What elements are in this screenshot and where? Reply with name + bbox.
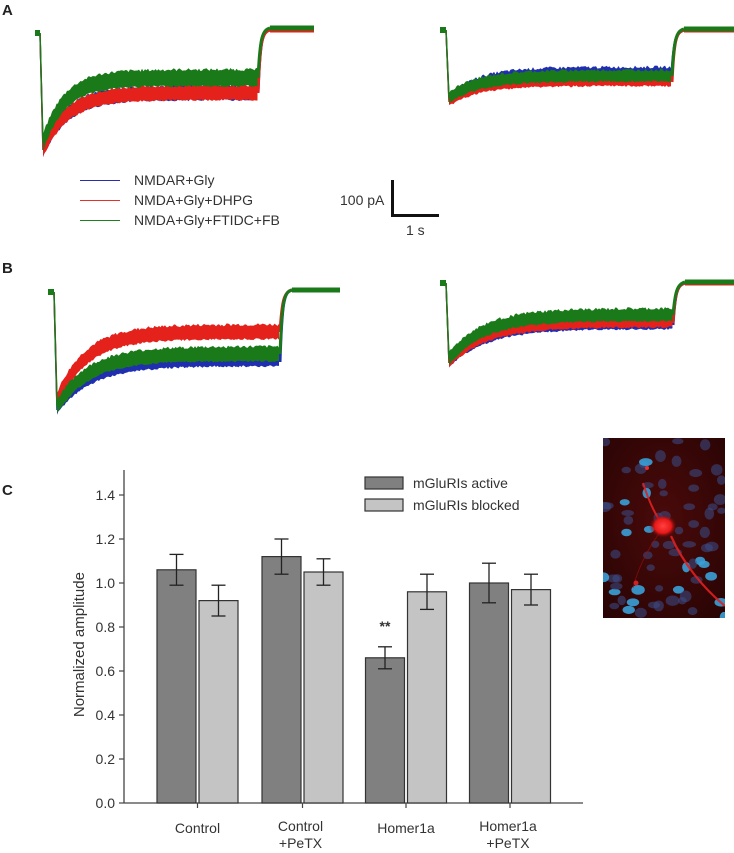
legend-label: NMDA+Gly+FTIDC+FB	[134, 212, 280, 228]
trace-b-left	[48, 287, 340, 415]
trace-b-right	[440, 279, 734, 368]
bar-blocked	[303, 571, 344, 804]
trace-green	[440, 26, 734, 104]
bar-blocked	[510, 589, 552, 804]
trace-a-right	[440, 26, 734, 105]
legend-swatch	[364, 498, 404, 512]
bar-active	[468, 582, 510, 804]
legend-item-nmda-gly-dhpg: NMDA+Gly+DHPG	[80, 190, 280, 210]
legend-item-nmda-gly-ftidc-fb: NMDA+Gly+FTIDC+FB	[80, 210, 280, 230]
trace-red	[440, 280, 734, 368]
neuron-image	[603, 438, 725, 618]
legend-label: mGluRIs blocked	[413, 497, 520, 513]
bar-blocked	[198, 600, 239, 804]
bar-chart: 0.0 0.2 0.4 0.6 0.8 1.0 1.2 1.4 Normalized ampli…	[71, 470, 583, 851]
y-tick-label: 1.0	[96, 575, 116, 591]
x-category-label: Homer1a +PeTX	[479, 818, 537, 851]
y-tick-label: 0.6	[96, 663, 116, 679]
legend-label: NMDAR+Gly	[134, 172, 215, 188]
y-tick-label: 1.4	[96, 487, 116, 503]
bar-active	[364, 657, 406, 804]
trace-red	[48, 287, 340, 408]
scale-bar-current-label: 100 pA	[340, 192, 385, 208]
scale-bar: 100 pA 1 s	[340, 180, 450, 240]
y-tick-label: 0.0	[96, 795, 116, 811]
scale-bar-time-label: 1 s	[406, 222, 425, 238]
x-category-label: Homer1a	[377, 820, 435, 836]
trace-green	[35, 25, 314, 152]
legend-swatch-blue	[80, 179, 120, 181]
trace-blue	[440, 27, 734, 104]
significance-marker: **	[380, 618, 391, 634]
trace-a-left	[35, 25, 314, 158]
x-category-label: Control	[175, 820, 220, 836]
y-tick-label: 0.8	[96, 619, 116, 635]
y-tick-label: 0.4	[96, 707, 116, 723]
bar-active	[156, 569, 197, 804]
legend-item-nmdar-gly: NMDAR+Gly	[80, 170, 280, 190]
fluorescence-micrograph	[603, 438, 725, 618]
scale-bar-horizontal	[391, 214, 439, 217]
trace-green	[440, 279, 734, 365]
bar-active	[261, 555, 302, 804]
legend-swatch	[364, 476, 404, 490]
y-tick-label: 1.2	[96, 531, 116, 547]
legend-label: NMDA+Gly+DHPG	[134, 192, 254, 208]
legend-swatch-red	[80, 199, 120, 201]
legend-label: mGluRIs active	[413, 475, 508, 491]
legend-swatch-green	[80, 219, 120, 221]
y-tick-label: 0.2	[96, 751, 116, 767]
panel-label-a: A	[2, 2, 13, 19]
y-axis-label: Normalized amplitude	[71, 572, 88, 717]
x-category-label: Control +PeTX	[278, 818, 323, 851]
trace-legend: NMDAR+Gly NMDA+Gly+DHPG NMDA+Gly+FTIDC+F…	[80, 170, 280, 230]
trace-red	[440, 27, 734, 105]
panel-label-b: B	[2, 260, 13, 277]
panel-label-c: C	[2, 482, 13, 499]
bar-blocked	[406, 591, 448, 804]
trace-green	[48, 287, 340, 414]
scale-bar-vertical	[391, 180, 394, 217]
